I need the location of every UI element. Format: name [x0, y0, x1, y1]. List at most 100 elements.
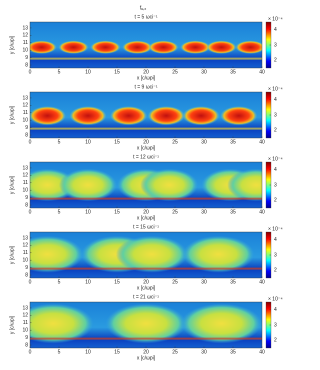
heatmap-blob: [180, 40, 211, 54]
colorbar-label: × 10⁻⁴: [268, 226, 283, 232]
x-tick-label: 10: [85, 279, 91, 285]
colorbar-tick-label: 2: [274, 128, 277, 134]
panel-title: t = 5 ωci⁻¹: [134, 14, 157, 20]
heatmap-blob: [235, 40, 262, 54]
y-tick-label: 10: [22, 258, 28, 264]
heatmap-blob: [147, 106, 185, 126]
colorbar-tick-label: 2: [274, 338, 277, 344]
panel-title: t = 21 ωci⁻¹: [133, 294, 159, 300]
x-tick-label: 15: [114, 349, 120, 355]
y-tick-label: 11: [23, 320, 28, 326]
x-tick-label: 5: [58, 349, 61, 355]
colorbar-tick-label: 2: [274, 198, 277, 204]
x-tick-label: 5: [58, 139, 61, 145]
colorbar-tick-label: 3: [274, 322, 277, 328]
heatmap-band: [30, 197, 262, 200]
x-tick-label: 15: [114, 279, 120, 285]
y-tick-label: 9: [25, 265, 28, 271]
x-tick-label: 25: [172, 279, 178, 285]
heatmap-band: [30, 127, 262, 130]
heatmap-blob: [115, 235, 188, 273]
heatmap-blob: [69, 106, 107, 126]
colorbar-tick-label: 3: [274, 182, 277, 188]
x-tick-label: 0: [29, 279, 32, 285]
y-tick-label: 13: [22, 235, 28, 241]
x-tick-label: 40: [259, 139, 265, 145]
x-tick-label: 0: [29, 209, 32, 215]
heatmap-blob: [206, 40, 237, 54]
heatmap-blob: [227, 168, 262, 202]
heatmap-blob: [122, 40, 153, 54]
x-tick-label: 25: [172, 349, 178, 355]
x-axis-label: x [c/ωpi]: [137, 145, 156, 151]
heatmap: [30, 92, 262, 138]
colorbar-tick-label: 3: [274, 42, 277, 48]
figure-title: fₑ,ₓ: [140, 5, 147, 11]
panel-title: t = 9 ωci⁻¹: [134, 84, 157, 90]
heatmap-blob: [180, 303, 262, 344]
x-tick-label: 0: [29, 139, 32, 145]
colorbar-label: × 10⁻⁴: [268, 86, 283, 92]
x-tick-label: 35: [230, 209, 236, 215]
y-tick-label: 9: [25, 195, 28, 201]
x-tick-label: 20: [143, 69, 149, 75]
heatmap: [30, 162, 262, 208]
heatmap-blob: [140, 168, 199, 202]
x-tick-label: 10: [85, 349, 91, 355]
x-tick-label: 40: [259, 349, 265, 355]
y-axis-label: y [c/ωpi]: [9, 175, 15, 194]
y-tick-label: 12: [22, 243, 28, 249]
heatmap-blob: [30, 235, 84, 273]
y-tick-label: 8: [25, 132, 28, 138]
y-tick-label: 8: [25, 342, 28, 348]
x-axis-label: x [c/ωpi]: [137, 355, 156, 361]
x-tick-label: 30: [201, 279, 207, 285]
y-tick-label: 9: [25, 335, 28, 341]
y-tick-label: 10: [22, 188, 28, 194]
heatmap-blob: [58, 40, 89, 54]
y-tick-label: 11: [23, 40, 28, 46]
x-tick-label: 35: [230, 279, 236, 285]
heatmap-band: [30, 337, 262, 340]
y-tick-label: 13: [22, 165, 28, 171]
y-tick-label: 13: [22, 95, 28, 101]
heatmap-blob: [110, 106, 148, 126]
x-tick-label: 25: [172, 139, 178, 145]
x-tick-label: 35: [230, 69, 236, 75]
x-tick-label: 0: [29, 69, 32, 75]
y-tick-label: 8: [25, 202, 28, 208]
heatmap-blob: [182, 106, 220, 126]
heatmap-blob: [30, 106, 66, 126]
x-tick-label: 25: [172, 209, 178, 215]
y-tick-label: 10: [22, 118, 28, 124]
x-tick-label: 15: [114, 139, 120, 145]
x-tick-label: 20: [143, 279, 149, 285]
x-tick-label: 15: [114, 209, 120, 215]
y-tick-label: 12: [22, 173, 28, 179]
y-tick-label: 12: [22, 313, 28, 319]
colorbar-label: × 10⁻⁴: [268, 156, 283, 162]
y-tick-label: 8: [25, 62, 28, 68]
colorbar-label: × 10⁻⁴: [268, 296, 283, 302]
y-tick-label: 10: [22, 48, 28, 54]
y-tick-label: 13: [22, 25, 28, 31]
heatmap-band: [30, 267, 262, 270]
colorbar-tick-label: 3: [274, 252, 277, 258]
y-axis-label: y [c/ωpi]: [9, 105, 15, 124]
heatmap-blob: [220, 106, 258, 126]
colorbar-tick-label: 2: [274, 58, 277, 64]
colorbar-tick-label: 2: [274, 268, 277, 274]
x-tick-label: 30: [201, 349, 207, 355]
x-tick-label: 5: [58, 279, 61, 285]
x-tick-label: 15: [114, 69, 120, 75]
y-tick-label: 10: [22, 328, 28, 334]
figure: fₑ,ₓ t = 5 ωci⁻¹0 5 10 15 20 25 30 35 4089101112…: [9, 5, 283, 361]
x-tick-label: 40: [259, 209, 265, 215]
y-axis-label: y [c/ωpi]: [9, 315, 15, 334]
x-tick-label: 30: [201, 209, 207, 215]
x-tick-label: 20: [143, 139, 149, 145]
x-tick-label: 5: [58, 209, 61, 215]
y-tick-label: 12: [22, 103, 28, 109]
heatmap: [30, 302, 262, 348]
panel-title: t = 15 ωci⁻¹: [133, 224, 159, 230]
